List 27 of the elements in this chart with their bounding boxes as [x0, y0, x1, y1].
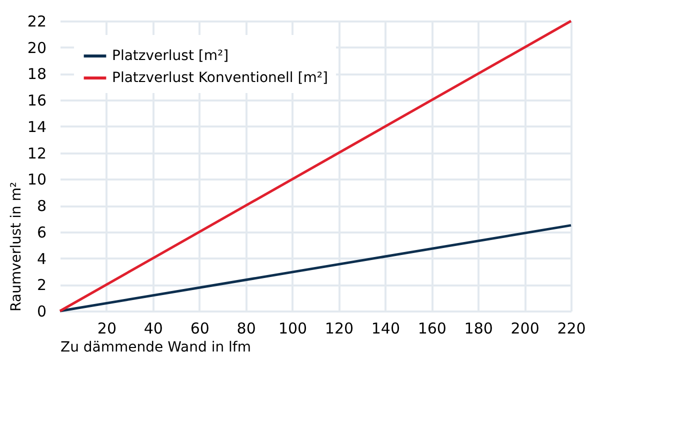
x-tick-label: 220	[557, 320, 586, 338]
x-tick-label: 120	[324, 320, 354, 338]
x-axis-title: Zu dämmende Wand in lfm	[60, 340, 251, 356]
legend-label: Platzverlust Konventionell [m²]	[112, 70, 328, 86]
x-tick-label: 80	[236, 320, 256, 338]
legend-label: Platzverlust [m²]	[112, 48, 229, 64]
x-tick-label: 140	[371, 320, 400, 338]
y-tick-label: 22	[27, 12, 46, 30]
y-tick-label: 0	[36, 302, 46, 320]
y-tick-label: 10	[27, 170, 46, 189]
x-tick-label: 20	[97, 320, 116, 338]
x-tick-label: 100	[278, 320, 308, 338]
y-axis-title: Raumverlust in m²	[8, 182, 24, 312]
y-tick-label: 8	[36, 197, 46, 216]
y-tick-label: 2	[36, 276, 46, 294]
y-tick-label: 6	[36, 223, 46, 242]
y-tick-label: 12	[27, 144, 46, 162]
y-tick-label: 20	[27, 38, 46, 57]
x-tick-label: 180	[464, 320, 493, 338]
x-tick-label: 200	[510, 320, 540, 338]
y-tick-label: 14	[27, 118, 46, 136]
y-tick-label: 16	[27, 92, 46, 110]
y-tick-label: 18	[27, 65, 46, 84]
y-tick-label: 4	[36, 250, 46, 268]
x-tick-label: 40	[144, 320, 163, 338]
x-tick-label: 160	[418, 320, 446, 338]
x-tick-label: 60	[190, 320, 210, 338]
